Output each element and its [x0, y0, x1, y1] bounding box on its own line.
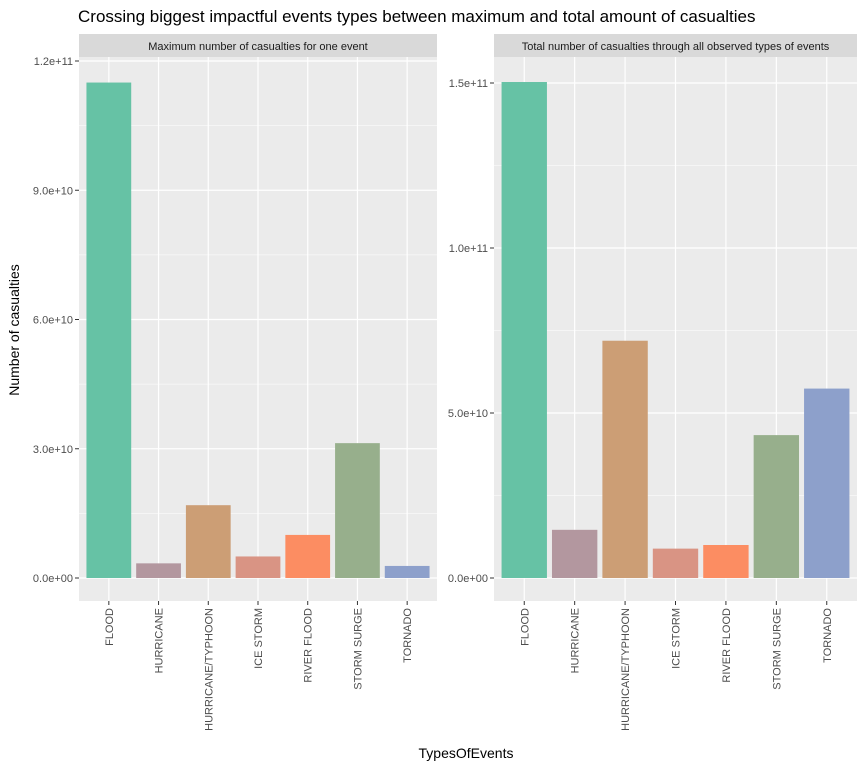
- bar-ice-storm: [235, 556, 281, 578]
- y-tick-label: 5.0e+10: [448, 408, 488, 420]
- y-tick-label: 1.0e+11: [449, 243, 488, 255]
- x-tick-label: ICE STORM: [253, 608, 265, 669]
- y-tick-label: 0.0e+00: [448, 573, 488, 585]
- y-tick-label: 0.0e+00: [33, 573, 73, 585]
- x-axis-title: TypesOfEvents: [419, 745, 514, 761]
- y-tick-label: 1.2e+11: [34, 56, 73, 68]
- panel-strip: [79, 34, 437, 57]
- bar-flood: [86, 82, 132, 579]
- panel-title: Maximum number of casualties for one eve…: [148, 41, 368, 53]
- bar-hurricane-typhoon: [602, 340, 648, 578]
- x-tick-label: STORM SURGE: [771, 608, 783, 690]
- panel-title: Total number of casualties through all o…: [522, 41, 830, 53]
- x-tick-label: RIVER FLOOD: [721, 608, 733, 683]
- y-tick-label: 6.0e+10: [33, 315, 73, 327]
- bar-tornado: [384, 565, 430, 578]
- bar-hurricane-typhoon: [185, 505, 231, 578]
- x-tick-label: HURRICANE/TYPHOON: [203, 608, 215, 731]
- y-tick-label: 9.0e+10: [33, 185, 73, 197]
- x-tick-label: ICE STORM: [671, 608, 683, 669]
- bar-flood: [501, 82, 547, 578]
- x-tick-label: RIVER FLOOD: [303, 608, 315, 683]
- bar-river-flood: [285, 534, 331, 578]
- x-tick-label: STORM SURGE: [352, 608, 364, 690]
- x-tick-label: TORNADO: [402, 608, 414, 663]
- bar-storm-surge: [753, 435, 800, 578]
- bar-hurricane: [136, 563, 181, 578]
- bar-river-flood: [703, 545, 749, 578]
- x-tick-label: FLOOD: [104, 608, 116, 646]
- x-tick-label: HURRICANE: [570, 608, 582, 673]
- bar-ice-storm: [652, 548, 699, 578]
- panel-2: Total number of casualties through all o…: [448, 34, 857, 731]
- bar-hurricane: [551, 529, 598, 578]
- x-tick-label: HURRICANE/TYPHOON: [620, 608, 632, 731]
- x-tick-label: TORNADO: [822, 608, 834, 663]
- x-tick-label: HURRICANE: [154, 608, 166, 673]
- y-tick-label: 1.5e+11: [449, 78, 488, 90]
- panels: Maximum number of casualties for one eve…: [33, 34, 857, 731]
- panel-strip: [494, 34, 857, 57]
- panel-1: Maximum number of casualties for one eve…: [33, 34, 437, 731]
- bar-storm-surge: [335, 443, 380, 578]
- x-tick-label: FLOOD: [519, 608, 531, 646]
- chart-title: Crossing biggest impactful events types …: [78, 7, 756, 26]
- y-axis-title: Number of casualties: [6, 264, 22, 396]
- bar-tornado: [804, 388, 850, 578]
- y-tick-label: 3.0e+10: [33, 444, 73, 456]
